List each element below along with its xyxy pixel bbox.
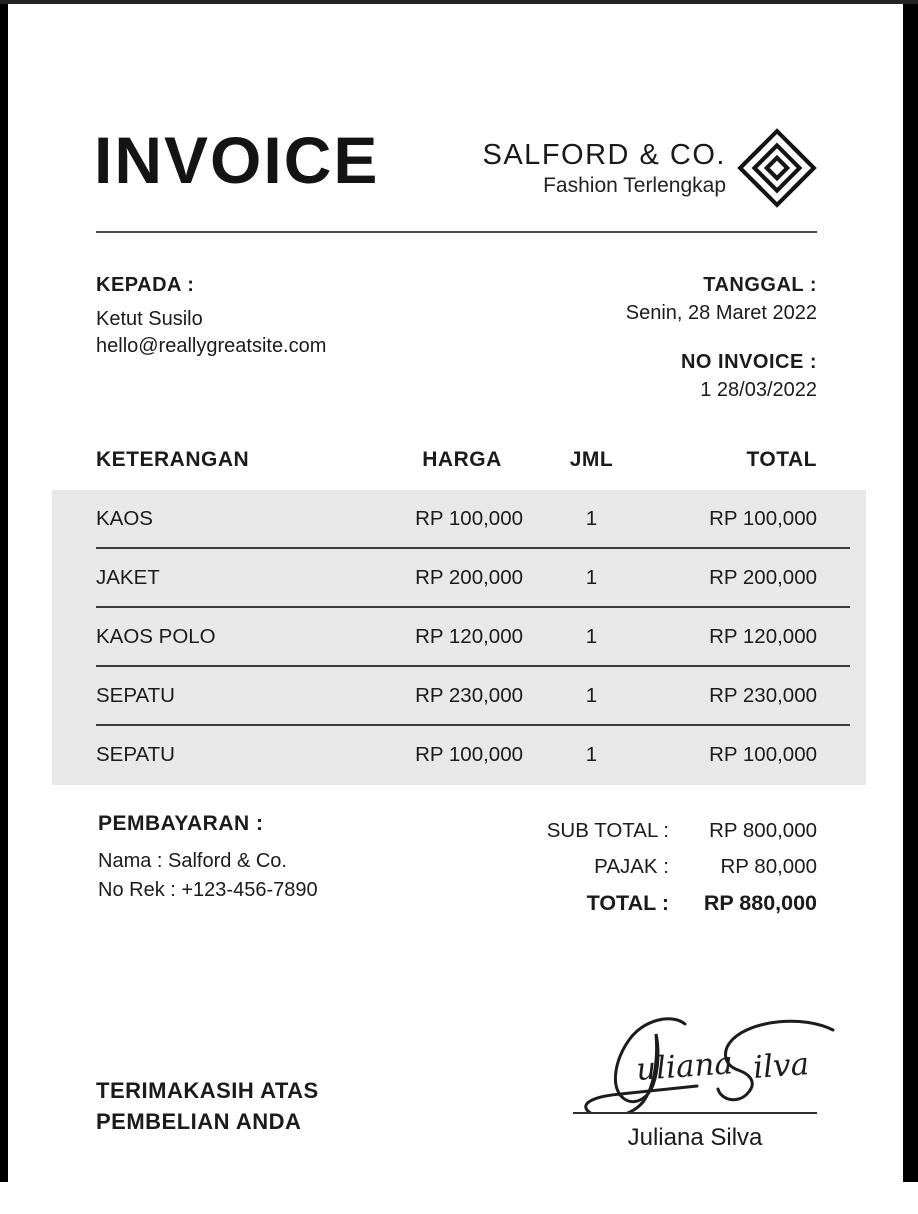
header-divider [96, 231, 817, 233]
row-divider [96, 665, 850, 667]
cell-qty: 1 [585, 506, 598, 530]
payment-account-number: No Rek : +123-456-7890 [98, 879, 318, 901]
cell-total: RP 100,000 [709, 742, 817, 766]
cell-price: RP 120,000 [415, 624, 523, 648]
table-row: JAKET RP 200,000 1 RP 200,000 [52, 549, 866, 606]
table-row: SEPATU RP 100,000 1 RP 100,000 [52, 726, 866, 783]
cell-item: JAKET [96, 565, 160, 589]
cell-qty: 1 [585, 742, 598, 766]
page-title: INVOICE [94, 123, 380, 197]
date-value: Senin, 28 Maret 2022 [625, 302, 817, 324]
cell-price: RP 230,000 [415, 683, 523, 707]
thank-you-line2: PEMBELIAN ANDA [96, 1109, 302, 1134]
svg-text:ilva: ilva [752, 1046, 810, 1086]
subtotal-row: SUB TOTAL : RP 800,000 [397, 813, 817, 849]
date-label: TANGGAL : [703, 274, 817, 296]
cell-qty: 1 [585, 565, 598, 589]
payment-section: PEMBAYARAN : Nama : Salford & Co. No Rek… [98, 812, 318, 905]
bill-to-label: KEPADA : [96, 274, 195, 296]
cell-price: RP 200,000 [415, 565, 523, 589]
grand-total-value: RP 880,000 [703, 891, 817, 915]
row-divider [96, 547, 850, 549]
row-divider [96, 606, 850, 608]
grand-total-row: TOTAL : RP 880,000 [397, 885, 817, 921]
payment-label: PEMBAYARAN : [98, 812, 264, 835]
table-row: SEPATU RP 230,000 1 RP 230,000 [52, 667, 866, 724]
table-row: KAOS POLO RP 120,000 1 RP 120,000 [52, 608, 866, 665]
subtotal-value: RP 800,000 [709, 819, 817, 842]
column-header-qty: JML [569, 448, 614, 471]
payment-account-name: Nama : Salford & Co. [98, 850, 287, 872]
cell-price: RP 100,000 [415, 742, 523, 766]
cell-item: KAOS [96, 506, 153, 530]
cell-total: RP 230,000 [709, 683, 817, 707]
table-header-row: KETERANGAN HARGA JML TOTAL [96, 448, 817, 472]
column-header-total: TOTAL [746, 448, 817, 471]
top-edge-bar [0, 0, 918, 4]
thank-you-line1: TERIMAKASIH ATAS [96, 1078, 319, 1103]
cell-total: RP 100,000 [709, 506, 817, 530]
totals-section: SUB TOTAL : RP 800,000 PAJAK : RP 80,000… [397, 813, 817, 921]
right-edge-bar [903, 4, 918, 1182]
customer-email: hello@reallygreatsite.com [96, 335, 327, 357]
column-header-item: KETERANGAN [96, 448, 250, 471]
svg-text:uliana: uliana [635, 1045, 734, 1088]
cell-item: SEPATU [96, 683, 175, 707]
cell-total: RP 200,000 [709, 565, 817, 589]
customer-name: Ketut Susilo [96, 308, 203, 330]
diamond-monogram-icon [736, 126, 818, 210]
row-divider [96, 724, 850, 726]
tax-value: RP 80,000 [720, 855, 817, 878]
cell-qty: 1 [585, 624, 598, 648]
company-tagline: Fashion Terlengkap [543, 174, 726, 197]
grand-total-label: TOTAL : [586, 891, 669, 915]
company-name: SALFORD & CO. [482, 139, 726, 171]
column-header-price: HARGA [422, 448, 502, 471]
table-body: KAOS RP 100,000 1 RP 100,000 JAKET RP 20… [52, 490, 866, 785]
cell-qty: 1 [585, 683, 598, 707]
signatory-name: Juliana Silva [627, 1124, 763, 1151]
signature-handwriting: uliana ilva [573, 1014, 845, 1119]
subtotal-label: SUB TOTAL : [546, 819, 669, 842]
invoice-no-label: NO INVOICE : [680, 351, 817, 373]
thank-you-note: TERIMAKASIH ATAS PEMBELIAN ANDA [96, 1075, 319, 1137]
cell-total: RP 120,000 [709, 624, 817, 648]
tax-label: PAJAK : [594, 855, 669, 878]
cell-price: RP 100,000 [415, 506, 523, 530]
table-row: KAOS RP 100,000 1 RP 100,000 [52, 490, 866, 547]
signature-line [573, 1112, 817, 1114]
left-edge-bar [0, 4, 8, 1182]
company-header: SALFORD & CO. Fashion Terlengkap [483, 126, 819, 210]
cell-item: SEPATU [96, 742, 175, 766]
bill-to-section: KEPADA : Ketut Susilo hello@reallygreats… [96, 272, 326, 360]
tax-row: PAJAK : RP 80,000 [397, 849, 817, 885]
invoice-no-value: 1 28/03/2022 [700, 379, 817, 401]
invoice-meta: TANGGAL : Senin, 28 Maret 2022 NO INVOIC… [626, 272, 817, 406]
cell-item: KAOS POLO [96, 624, 216, 648]
